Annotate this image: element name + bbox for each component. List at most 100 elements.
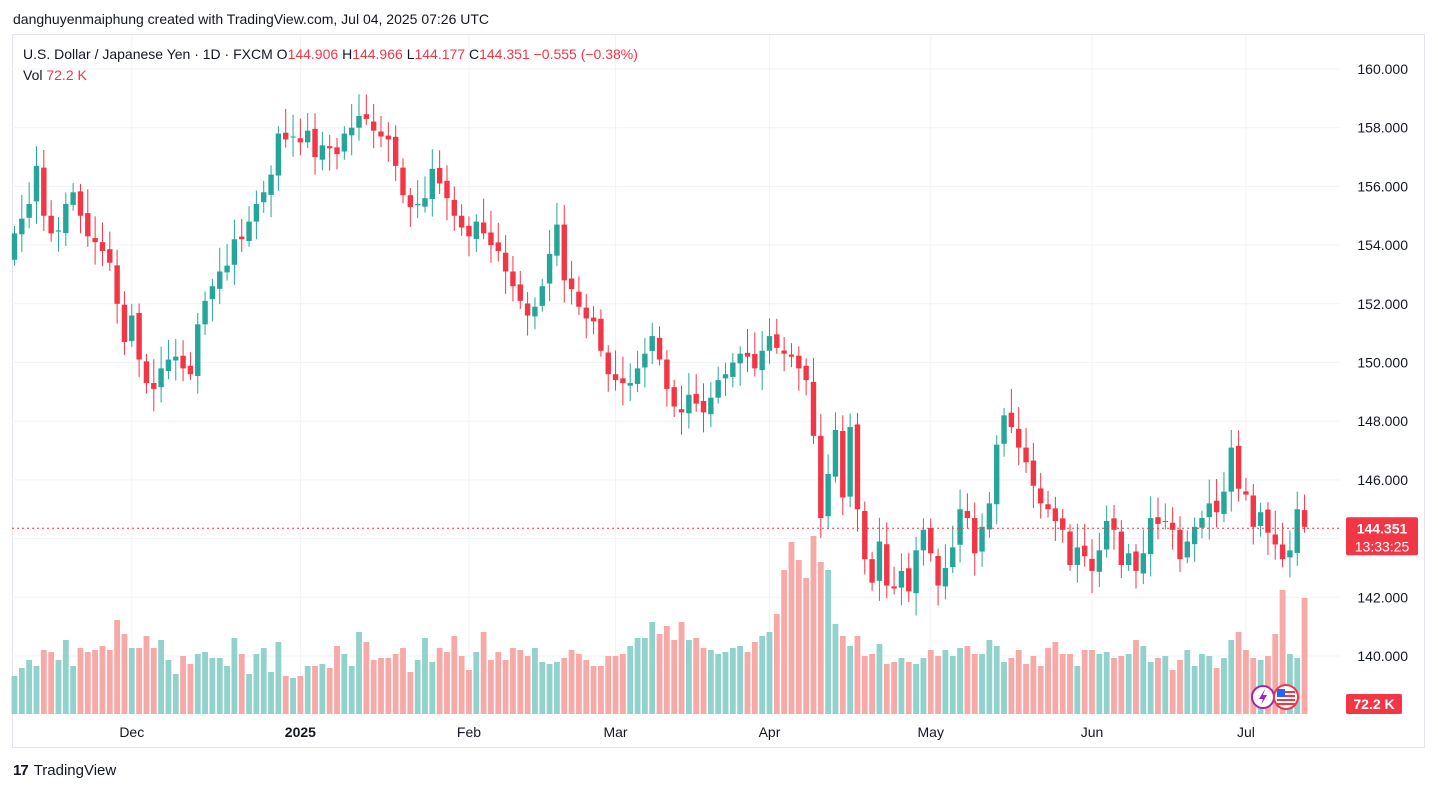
candle-body: [781, 350, 787, 354]
volume-bar: [861, 656, 868, 714]
candle-body: [700, 400, 707, 413]
volume-bar: [143, 636, 150, 714]
candle-body: [979, 526, 985, 552]
volume-bar: [510, 648, 516, 714]
candle-body: [788, 354, 795, 357]
volume-bar: [40, 650, 47, 714]
candle-body: [1191, 526, 1198, 545]
volume-bar: [62, 640, 69, 714]
candle-body: [107, 249, 113, 263]
candle-body: [678, 409, 685, 413]
volume-bar: [444, 652, 450, 714]
volume-bar: [1023, 664, 1029, 714]
candle-body: [972, 518, 978, 554]
volume-bar: [150, 648, 157, 714]
us-flag-icon[interactable]: [1273, 684, 1299, 710]
candle-body: [348, 127, 355, 136]
candle-body: [19, 218, 25, 235]
candle-body: [642, 353, 648, 368]
volume-bar: [810, 536, 817, 714]
candle-body: [414, 204, 421, 206]
volume-badge: 72.2 K: [1346, 694, 1402, 714]
candle-body: [715, 380, 721, 398]
candle-body: [862, 511, 868, 560]
candle-body: [1228, 447, 1234, 492]
volume-bar: [1301, 598, 1308, 714]
volume-bar: [363, 642, 370, 714]
candle-body: [928, 528, 934, 554]
volume-bar: [583, 660, 590, 714]
candle-body: [1001, 415, 1007, 444]
price-tick-label: 142.000: [1357, 589, 1408, 605]
volume-bar: [1162, 656, 1169, 714]
candle-body: [1111, 518, 1117, 530]
volume-bar: [568, 650, 575, 714]
candle-body: [730, 362, 736, 377]
candle-body: [436, 167, 443, 184]
close-value: 144.351: [479, 46, 530, 62]
volume-bar: [524, 656, 531, 714]
volume-bar: [795, 560, 802, 714]
candle-body: [129, 315, 135, 342]
volume-bar: [1206, 656, 1213, 714]
volume-bar: [942, 650, 949, 714]
volume-bar: [949, 656, 956, 714]
volume-bar: [576, 654, 582, 714]
chart-frame[interactable]: [12, 34, 1425, 748]
volume-bar: [1140, 646, 1147, 714]
candle-body: [825, 474, 831, 517]
volume-bar: [1059, 654, 1066, 714]
volume-bar: [1074, 666, 1081, 714]
volume-bar: [400, 648, 406, 714]
volume-bar: [1287, 654, 1293, 714]
candle-body: [1081, 545, 1088, 557]
candle-body: [1059, 518, 1066, 530]
candle-body: [458, 215, 465, 228]
volume-bar: [99, 646, 106, 714]
candle-body: [656, 337, 663, 360]
volume-bar: [1001, 662, 1007, 714]
candle-body: [840, 430, 846, 498]
volume-bar: [1052, 642, 1059, 714]
volume-bar: [751, 642, 758, 714]
volume-bar: [260, 648, 267, 714]
volume-bar: [1235, 632, 1242, 714]
volume-bar: [773, 614, 780, 714]
volume-bar: [832, 624, 839, 714]
candle-body: [759, 350, 765, 371]
candle-body: [964, 511, 971, 519]
volume-bar: [1037, 666, 1044, 714]
candle-body: [392, 136, 399, 166]
volume-bar: [326, 668, 333, 714]
candle-body: [847, 427, 853, 497]
candle-body: [473, 221, 479, 239]
volume-bar: [634, 638, 641, 714]
candle-body: [143, 361, 150, 384]
candle-body: [224, 265, 230, 273]
high-value: 144.966: [352, 46, 403, 62]
candle-body: [1287, 550, 1293, 558]
symbol-name: U.S. Dollar / Japanese Yen · 1D · FXCM: [23, 46, 273, 62]
candle-body: [114, 265, 120, 304]
volume-bar: [788, 542, 795, 714]
price-tick-label: 140.000: [1357, 648, 1408, 664]
candle-body: [832, 430, 839, 477]
volume-bar: [275, 642, 282, 714]
volume-bar: [268, 672, 274, 714]
candle-body: [283, 132, 289, 140]
candle-body: [41, 167, 47, 216]
candle-body: [209, 286, 216, 300]
volume-bar: [84, 652, 91, 714]
tradingview-branding[interactable]: 17 TradingView: [13, 762, 116, 779]
price-axis: 160.000 158.000 156.000 154.000 152.000 150.0…: [1357, 61, 1408, 664]
volume-bar: [187, 664, 194, 714]
volume-bar: [451, 636, 458, 714]
volume-bar: [290, 678, 296, 714]
candle-body: [451, 199, 457, 216]
candle-body: [1147, 518, 1154, 555]
candle-body: [620, 378, 626, 384]
candle-body: [884, 544, 890, 586]
lightning-icon[interactable]: [1251, 685, 1275, 709]
candle-body: [935, 555, 941, 586]
